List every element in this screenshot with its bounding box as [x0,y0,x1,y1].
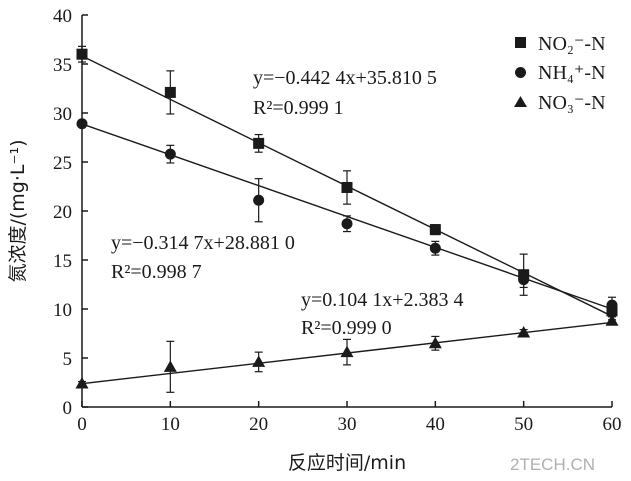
point-no2-10 [164,86,176,98]
point-nh4-40 [429,242,441,254]
point-nh4-30 [341,218,353,230]
r2-nh4: R²=0.998 7 [111,261,202,283]
y-tick-label-15: 15 [53,251,72,272]
point-no2-60 [606,305,618,317]
equation-nh4: y=−0.314 7x+28.881 0 [111,232,295,254]
point-nh4-60 [606,299,618,311]
legend-marker-no2 [515,37,526,48]
watermark: 2TECH.CN [510,455,595,474]
x-tick-label-50: 50 [514,414,533,435]
legend: NO₂⁻-N NH₄⁺-N NO₃⁻-N [514,33,606,114]
point-nh4-10 [164,148,176,160]
point-no3-20 [252,355,266,367]
legend-label-no2: NO₂⁻-N [538,33,606,55]
x-axis-title: 反应时间/min [288,452,406,474]
legend-label-nh4: NH₄⁺-N [538,62,606,84]
y-tick-label-35: 35 [53,55,72,76]
point-no3-0 [75,376,89,389]
legend-marker-no3 [514,96,527,107]
x-tick-label-20: 20 [249,414,268,435]
point-no3-60 [605,314,619,326]
fit-equations: y=−0.442 4x+35.810 5 R²=0.999 1 y=−0.314… [111,67,464,339]
point-no3-30 [340,345,354,358]
ticks: 0 10 20 30 40 50 60 0 5 10 15 20 25 30 35 40 [53,6,622,435]
point-no3-40 [428,336,442,349]
point-nh4-50 [518,274,530,286]
data-markers [75,48,619,389]
equation-no3: y=0.104 1x+2.383 4 [301,289,464,311]
x-tick-label-40: 40 [426,414,445,435]
r2-no3: R²=0.999 0 [301,317,392,339]
legend-marker-nh4 [515,67,526,78]
point-nh4-20 [253,194,265,206]
point-no2-40 [429,224,441,236]
point-no2-30 [341,181,353,193]
x-tick-label-0: 0 [77,414,87,435]
y-tick-label-25: 25 [53,153,72,174]
point-nh4-0 [76,118,88,130]
y-tick-label-30: 30 [53,104,72,125]
x-tick-label-30: 30 [338,414,357,435]
x-tick-label-60: 60 [603,414,622,435]
y-tick-label-5: 5 [63,349,73,370]
legend-label-no3: NO₃⁻-N [538,92,606,114]
y-tick-label-0: 0 [63,398,73,419]
x-tick-label-10: 10 [161,414,180,435]
y-axis-title: 氮浓度/(mg·L⁻¹) [7,139,29,282]
point-no2-0 [76,48,88,60]
point-no3-10 [163,360,177,372]
equation-no2: y=−0.442 4x+35.810 5 [253,67,437,89]
point-no3-50 [517,326,531,338]
y-tick-label-10: 10 [53,300,72,321]
point-no2-20 [253,137,265,149]
r2-no2: R²=0.999 1 [253,97,344,119]
y-tick-label-40: 40 [53,6,72,27]
y-tick-label-20: 20 [53,202,72,223]
